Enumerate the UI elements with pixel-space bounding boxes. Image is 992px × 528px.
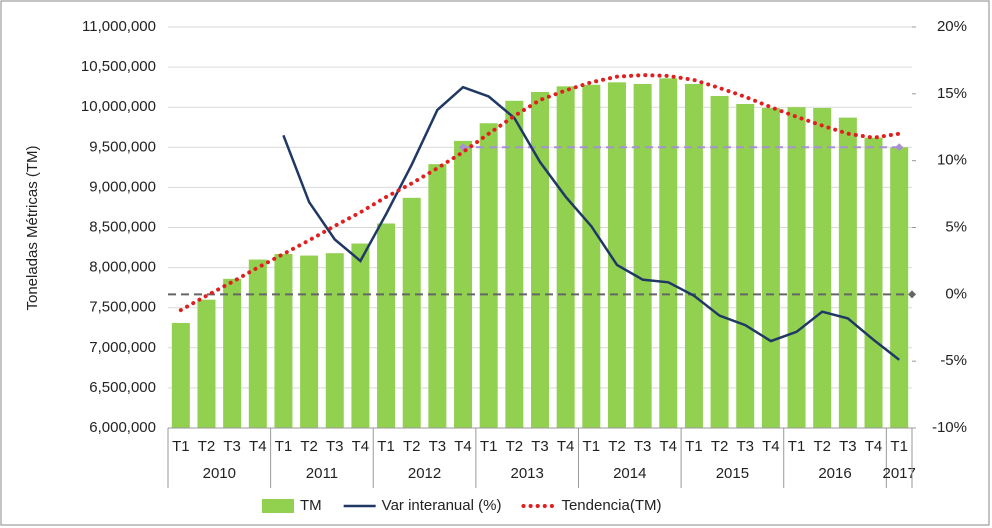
y-tick-label: 10,500,000 — [81, 58, 156, 75]
reference-marker — [895, 143, 904, 152]
x-tick-label: T3 — [736, 438, 754, 455]
x-tick-label: T1 — [685, 438, 703, 455]
x-tick-label: T4 — [557, 438, 575, 455]
y2-tick-label: -10% — [932, 419, 967, 436]
bar — [761, 108, 780, 428]
bar — [684, 83, 703, 428]
x-tick-label: T4 — [762, 438, 780, 455]
y2-tick-label: 20% — [937, 18, 967, 35]
bar — [197, 299, 216, 428]
x-tick-label: T2 — [300, 438, 318, 455]
bar — [402, 197, 421, 428]
x-tick-label: T4 — [865, 438, 883, 455]
x-tick-label: T1 — [788, 438, 806, 455]
bar — [556, 86, 575, 429]
y2-tick-label: 0% — [945, 285, 967, 302]
bar — [274, 253, 293, 428]
x-group-label: 2010 — [203, 465, 236, 482]
bar — [300, 255, 319, 428]
x-tick-label: T1 — [583, 438, 601, 455]
x-tick-label: T3 — [429, 438, 447, 455]
x-tick-label: T1 — [890, 438, 908, 455]
x-group-label: 2017 — [882, 465, 915, 482]
legend-label: Var interanual (%) — [382, 497, 502, 514]
bar — [377, 223, 396, 428]
reference-marker — [908, 290, 916, 299]
y-tick-label: 11,000,000 — [82, 18, 156, 35]
x-group-label: 2011 — [306, 465, 338, 482]
bar — [351, 243, 370, 428]
bar — [479, 123, 498, 429]
x-tick-label: T2 — [608, 438, 626, 455]
y-tick-label: 8,000,000 — [89, 259, 156, 276]
x-tick-label: T2 — [813, 438, 831, 455]
x-tick-label: T2 — [711, 438, 729, 455]
x-tick-label: T1 — [172, 438, 190, 455]
x-group-label: 2013 — [510, 465, 543, 482]
x-tick-label: T1 — [377, 438, 395, 455]
bar — [659, 78, 678, 428]
x-tick-label: T1 — [480, 438, 498, 455]
bar — [454, 140, 473, 428]
bar — [223, 278, 242, 428]
x-tick-label: T4 — [454, 438, 472, 455]
bar — [248, 259, 267, 428]
bar — [428, 164, 447, 428]
x-tick-label: T3 — [531, 438, 549, 455]
bar — [813, 108, 832, 428]
bar — [838, 117, 857, 428]
y2-tick-label: 15% — [937, 85, 967, 102]
bar — [582, 84, 601, 428]
bar — [864, 137, 883, 428]
y-tick-label: 10,000,000 — [81, 98, 156, 115]
bar — [633, 83, 652, 428]
x-tick-label: T1 — [275, 438, 293, 455]
x-tick-label: T3 — [326, 438, 344, 455]
bar — [505, 100, 524, 428]
y-tick-label: 9,500,000 — [89, 138, 156, 155]
line — [282, 85, 900, 361]
bar — [890, 147, 909, 429]
y-tick-label: 6,000,000 — [89, 419, 156, 436]
x-tick-label: T3 — [223, 438, 241, 455]
y-axis-label: Toneladas Métricas (TM) — [24, 145, 41, 310]
y2-tick-label: -5% — [940, 352, 967, 369]
x-group-label: 2014 — [613, 465, 646, 482]
trend-line — [178, 73, 902, 313]
bar — [710, 95, 729, 429]
legend-label: TM — [300, 497, 322, 514]
x-tick-label: T4 — [352, 438, 370, 455]
bar — [531, 91, 549, 428]
x-group-label: 2012 — [408, 465, 441, 482]
y-tick-label: 9,000,000 — [89, 178, 156, 195]
bar — [171, 322, 190, 428]
y-tick-label: 7,500,000 — [89, 299, 156, 316]
x-group-label: 2016 — [818, 465, 851, 482]
bar — [325, 253, 344, 428]
x-tick-label: T3 — [634, 438, 652, 455]
bar — [607, 82, 626, 428]
x-tick-label: T3 — [839, 438, 857, 455]
y-tick-label: 8,500,000 — [89, 218, 156, 235]
y2-tick-label: 5% — [945, 218, 967, 235]
y-tick-label: 6,500,000 — [89, 379, 156, 396]
bar — [736, 103, 755, 428]
x-tick-label: T2 — [198, 438, 216, 455]
x-tick-label: T4 — [249, 438, 267, 455]
y2-tick-label: 10% — [937, 152, 967, 169]
x-tick-label: T2 — [403, 438, 421, 455]
legend-swatch — [262, 499, 294, 513]
y-tick-label: 7,000,000 — [89, 339, 156, 356]
bar — [787, 107, 806, 428]
x-tick-label: T2 — [506, 438, 524, 455]
x-group-label: 2015 — [716, 465, 749, 482]
x-tick-label: T4 — [660, 438, 678, 455]
legend-label: Tendencia(TM) — [561, 497, 661, 514]
